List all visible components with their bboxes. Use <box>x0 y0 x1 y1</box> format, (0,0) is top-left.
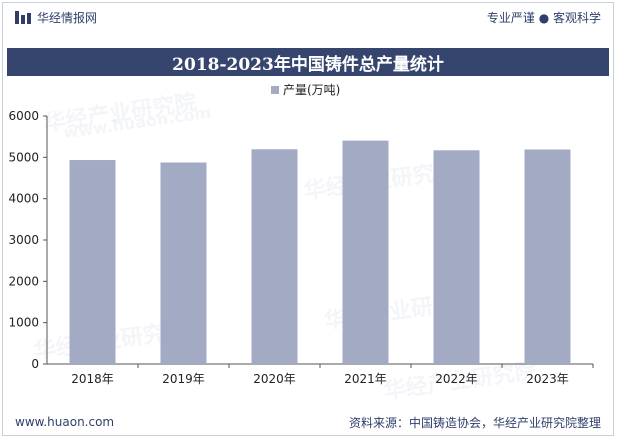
top-bar: 华经情报网 专业严谨 ● 客观科学 <box>3 3 613 31</box>
y-tick-label: 5000 <box>8 150 39 164</box>
bottom-bar: www.huaon.com 资料来源：中国铸造协会，华经产业研究院整理 <box>3 409 613 435</box>
y-tick-label: 6000 <box>8 109 39 123</box>
title-bar: 2018-2023年中国铸件总产量统计 <box>7 48 609 76</box>
bar <box>69 160 116 364</box>
chart-title: 2018-2023年中国铸件总产量统计 <box>172 54 444 75</box>
bar <box>160 162 207 364</box>
bar <box>433 150 480 364</box>
x-tick-label: 2021年 <box>344 372 387 386</box>
x-tick-label: 2023年 <box>526 372 569 386</box>
site-url: www.huaon.com <box>15 415 115 429</box>
brand: 华经情报网 <box>15 9 97 26</box>
bar <box>524 149 571 364</box>
bar <box>342 140 389 364</box>
y-tick-label: 2000 <box>8 274 39 288</box>
y-tick-label: 3000 <box>8 233 39 247</box>
y-tick-label: 4000 <box>8 192 39 206</box>
x-tick-label: 2018年 <box>71 372 114 386</box>
legend-label: 产量(万吨) <box>283 83 340 97</box>
x-tick-label: 2022年 <box>435 372 478 386</box>
source-note: 资料来源：中国铸造协会，华经产业研究院整理 <box>348 415 601 430</box>
y-tick-label: 0 <box>31 357 39 371</box>
brand-name: 华经情报网 <box>37 10 98 25</box>
legend-swatch <box>271 86 279 94</box>
x-tick-label: 2019年 <box>162 372 205 386</box>
tagline: 专业严谨 ● 客观科学 <box>486 10 601 25</box>
y-tick-label: 1000 <box>8 316 39 330</box>
chart-frame: 华经情报网 专业严谨 ● 客观科学 2018-2023年中国铸件总产量统计 华经… <box>2 2 614 436</box>
x-tick-label: 2020年 <box>253 372 296 386</box>
bar <box>251 149 298 364</box>
brand-logo-icon <box>15 10 31 24</box>
bar-chart: 0 1000 2000 3000 4000 5000 6000 2018年 2019年 2020年… <box>8 83 594 386</box>
